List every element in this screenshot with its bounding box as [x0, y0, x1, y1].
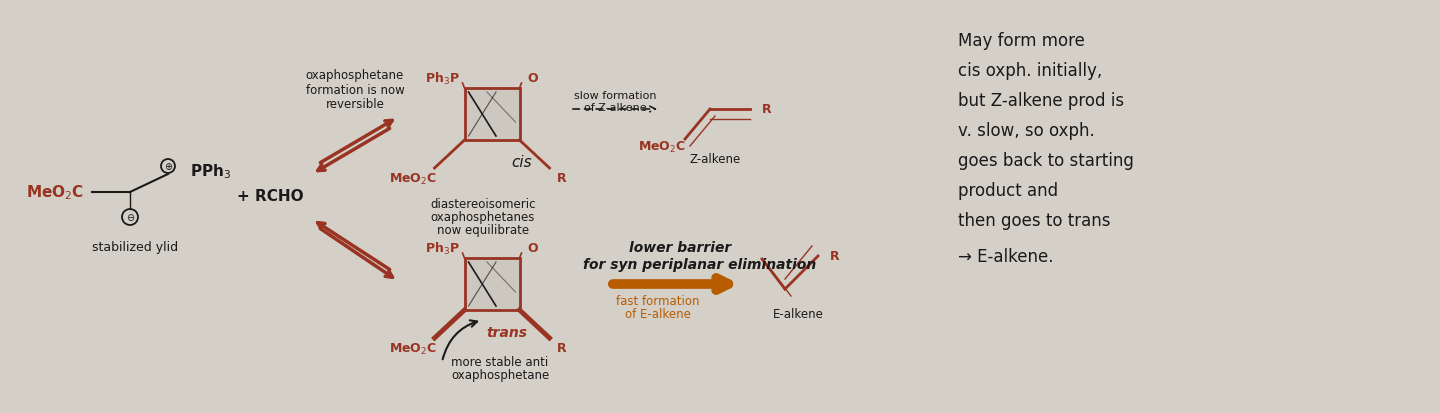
FancyBboxPatch shape	[465, 89, 520, 141]
Text: fast formation: fast formation	[616, 295, 700, 308]
Text: R: R	[557, 172, 566, 185]
Text: formation is now: formation is now	[305, 83, 405, 96]
Text: v. slow, so oxph.: v. slow, so oxph.	[958, 122, 1094, 140]
Text: of E-alkene: of E-alkene	[625, 308, 691, 321]
Text: oxaphosphetane: oxaphosphetane	[305, 68, 405, 81]
Text: cis: cis	[511, 155, 533, 170]
Text: more stable anti: more stable anti	[451, 356, 549, 369]
Text: Z-alkene: Z-alkene	[690, 153, 740, 166]
Text: then goes to trans: then goes to trans	[958, 211, 1110, 230]
Text: MeO$_2$C: MeO$_2$C	[638, 139, 685, 154]
Text: slow formation: slow formation	[573, 91, 657, 101]
Text: oxaphosphetane: oxaphosphetane	[451, 369, 549, 382]
Text: goes back to starting: goes back to starting	[958, 152, 1133, 170]
Text: oxaphosphetanes: oxaphosphetanes	[431, 211, 536, 224]
Text: Ph$_3$P: Ph$_3$P	[425, 71, 459, 87]
Text: for syn periplanar elimination: for syn periplanar elimination	[583, 257, 816, 271]
Text: ⊖: ⊖	[125, 212, 134, 223]
Text: diastereoisomeric: diastereoisomeric	[431, 198, 536, 211]
Text: PPh$_3$: PPh$_3$	[190, 162, 232, 181]
Text: now equilibrate: now equilibrate	[436, 224, 528, 237]
Text: E-alkene: E-alkene	[773, 308, 824, 321]
Text: MeO$_2$C: MeO$_2$C	[26, 183, 84, 202]
Text: O: O	[527, 242, 539, 255]
Text: R: R	[557, 342, 566, 355]
Text: reversible: reversible	[325, 98, 384, 111]
Text: trans: trans	[487, 325, 527, 339]
Text: May form more: May form more	[958, 32, 1084, 50]
Text: but Z-alkene prod is: but Z-alkene prod is	[958, 92, 1125, 110]
Text: + RCHO: + RCHO	[236, 189, 304, 204]
Text: lower barrier: lower barrier	[629, 240, 732, 254]
Text: product and: product and	[958, 182, 1058, 199]
Text: stabilized ylid: stabilized ylid	[92, 241, 179, 254]
FancyBboxPatch shape	[465, 259, 520, 310]
Text: of Z-alkene: of Z-alkene	[583, 103, 647, 113]
Text: → E-alkene.: → E-alkene.	[958, 247, 1054, 266]
Text: ⊕: ⊕	[164, 161, 171, 171]
Text: O: O	[527, 72, 539, 85]
Text: MeO$_2$C: MeO$_2$C	[389, 341, 436, 356]
Text: Ph$_3$P: Ph$_3$P	[425, 240, 459, 256]
Text: cis oxph. initially,: cis oxph. initially,	[958, 62, 1102, 80]
Text: R: R	[762, 103, 772, 116]
Text: R: R	[829, 250, 840, 263]
Text: MeO$_2$C: MeO$_2$C	[389, 171, 436, 186]
